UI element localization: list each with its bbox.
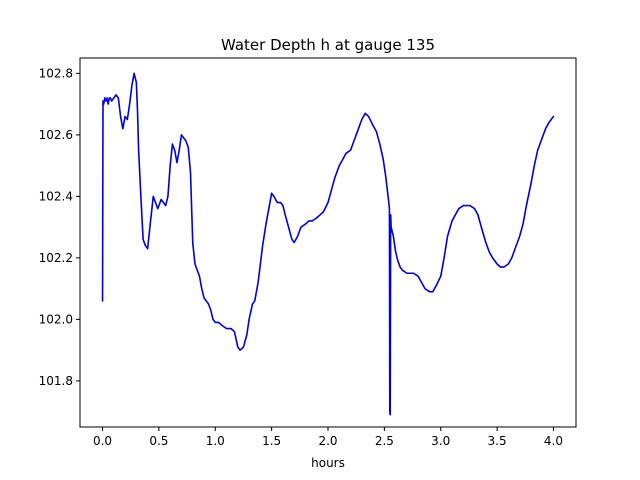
series-layer xyxy=(101,72,555,416)
x-tick-label: 3.5 xyxy=(488,434,507,448)
y-tick-label: 102.2 xyxy=(39,251,73,265)
y-tick-label: 102.8 xyxy=(39,66,73,80)
x-axis: 0.0 0.5 1.0 1.5 2.0 2.5 3.0 3.5 4.0 xyxy=(93,427,563,448)
x-tick-label: 2.0 xyxy=(318,434,337,448)
x-tick-label: 2.5 xyxy=(375,434,394,448)
x-tick-label: 1.5 xyxy=(262,434,281,448)
y-tick-label: 102.0 xyxy=(39,312,73,326)
chart-title: Water Depth h at gauge 135 xyxy=(221,36,435,54)
x-tick-label: 4.0 xyxy=(544,434,563,448)
x-axis-label: hours xyxy=(311,456,345,470)
series-line-water-depth xyxy=(101,72,555,416)
x-tick-label: 0.0 xyxy=(93,434,112,448)
y-tick-label: 102.6 xyxy=(39,128,73,142)
x-tick-label: 3.0 xyxy=(431,434,450,448)
y-tick-label: 101.8 xyxy=(39,374,73,388)
x-tick-label: 0.5 xyxy=(149,434,168,448)
x-tick-label: 1.0 xyxy=(206,434,225,448)
y-tick-label: 102.4 xyxy=(39,189,73,203)
y-axis: 101.8 102.0 102.2 102.4 102.6 102.8 xyxy=(39,66,80,388)
